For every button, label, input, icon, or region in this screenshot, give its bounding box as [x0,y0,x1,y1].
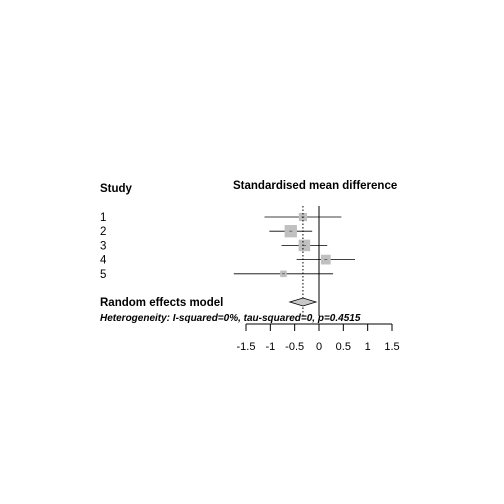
x-tick-label: 1 [365,341,371,353]
study-rows: 1 2 3 4 5 [100,212,356,281]
study-label: 4 [100,255,107,267]
heterogeneity-text: Heterogeneity: I-squared=0%, tau-squared… [100,313,361,324]
study-label: 5 [100,269,106,281]
x-axis: -1.5 -1 -0.5 0 0.5 1 1.5 [237,323,400,353]
x-tick-label: -0.5 [285,341,304,353]
x-tick-label: -1.5 [237,341,256,353]
x-tick-label: -1 [265,341,275,353]
x-tick-label: 0 [316,341,322,353]
study-label: 1 [100,212,106,224]
study-label: 2 [100,226,106,238]
effect-column-header: Standardised mean difference [233,180,397,192]
study-label: 3 [100,240,106,252]
pooled-diamond [288,297,318,307]
pooled-label: Random effects model [100,297,223,309]
x-tick-label: 0.5 [336,341,351,353]
x-tick-label: 1.5 [384,341,399,353]
study-column-header: Study [100,183,133,195]
